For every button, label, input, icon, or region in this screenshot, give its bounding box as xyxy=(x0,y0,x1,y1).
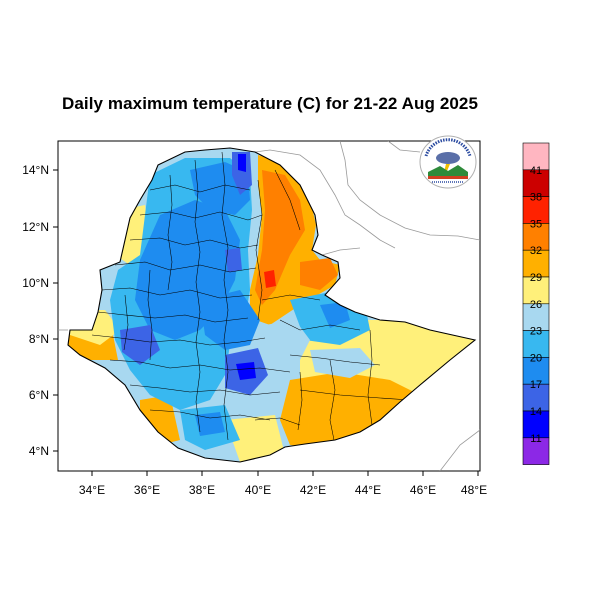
lon-tick-label: 44°E xyxy=(355,483,381,497)
field-sidama-colder xyxy=(195,412,225,436)
lon-tick-label: 40°E xyxy=(245,483,271,497)
colorbar-label: 23 xyxy=(530,326,542,338)
lon-tick-label: 42°E xyxy=(300,483,326,497)
colorbar-label: 38 xyxy=(530,192,542,204)
field-borana-warm xyxy=(225,415,285,462)
field-east-mild xyxy=(310,348,375,378)
lon-tick-label: 36°E xyxy=(134,483,160,497)
colorbar-label: 14 xyxy=(530,406,542,418)
logo-band xyxy=(428,176,468,179)
lat-tick-label: 14°N xyxy=(22,163,49,177)
field-afar-very-hot xyxy=(255,170,305,305)
colorbar-swatch xyxy=(522,410,550,439)
colorbar-label: 11 xyxy=(530,433,541,445)
colorbar-label: 26 xyxy=(530,299,542,311)
colorbar-label: 32 xyxy=(530,245,542,257)
colorbar-swatch xyxy=(522,169,550,197)
colorbar-label: 17 xyxy=(530,379,542,391)
colorbar-swatch xyxy=(522,142,550,171)
colorbar-swatch xyxy=(522,276,550,305)
lon-tick-labels: 34°E 36°E 38°E 40°E 42°E 44°E 46°E 48°E xyxy=(79,483,487,497)
colorbar-swatch xyxy=(522,303,550,331)
lon-tick-label: 48°E xyxy=(461,483,487,497)
field-west-cold xyxy=(120,325,160,365)
lat-tick-label: 12°N xyxy=(22,220,49,234)
neighbor-borders xyxy=(58,141,480,471)
logo-mountains xyxy=(428,165,468,176)
field-bale-coldest xyxy=(236,362,256,380)
lat-tick-label: 10°N xyxy=(22,276,49,290)
field-dire-hot xyxy=(300,258,338,290)
colorbar-label: 41 xyxy=(530,165,542,177)
lat-tick-label: 6°N xyxy=(29,388,49,402)
field-harar-colder xyxy=(320,302,350,328)
lat-tick-label: 8°N xyxy=(29,332,49,346)
lon-tick-label: 34°E xyxy=(79,483,105,497)
colorbar-label: 29 xyxy=(530,272,542,284)
ethiopian-meteorology-institute-logo xyxy=(419,135,477,189)
field-tigray-cold xyxy=(232,152,252,195)
colorbar-swatch xyxy=(522,437,550,465)
zone-boundaries xyxy=(91,151,411,446)
colorbar: 41 38 35 32 29 26 23 20 17 14 11 xyxy=(522,142,550,465)
logo-cloud xyxy=(436,152,460,164)
lon-tick-label: 38°E xyxy=(189,483,215,497)
lat-tick-labels: 14°N 12°N 10°N 8°N 6°N 4°N xyxy=(22,163,49,458)
colorbar-label: 35 xyxy=(530,218,542,230)
field-arsi-mild xyxy=(265,320,310,360)
map-title: Daily maximum temperature (C) for 21-22 … xyxy=(61,94,479,113)
lat-tick-label: 4°N xyxy=(29,444,49,458)
lon-tick-label: 46°E xyxy=(410,483,436,497)
field-wollo-cold xyxy=(225,248,242,272)
colorbar-label: 20 xyxy=(530,352,542,364)
field-tigray-coldest xyxy=(238,154,246,172)
field-afar-hotspot xyxy=(264,270,276,288)
colorbar-swatch xyxy=(522,249,550,278)
axis-ticks xyxy=(53,169,479,476)
